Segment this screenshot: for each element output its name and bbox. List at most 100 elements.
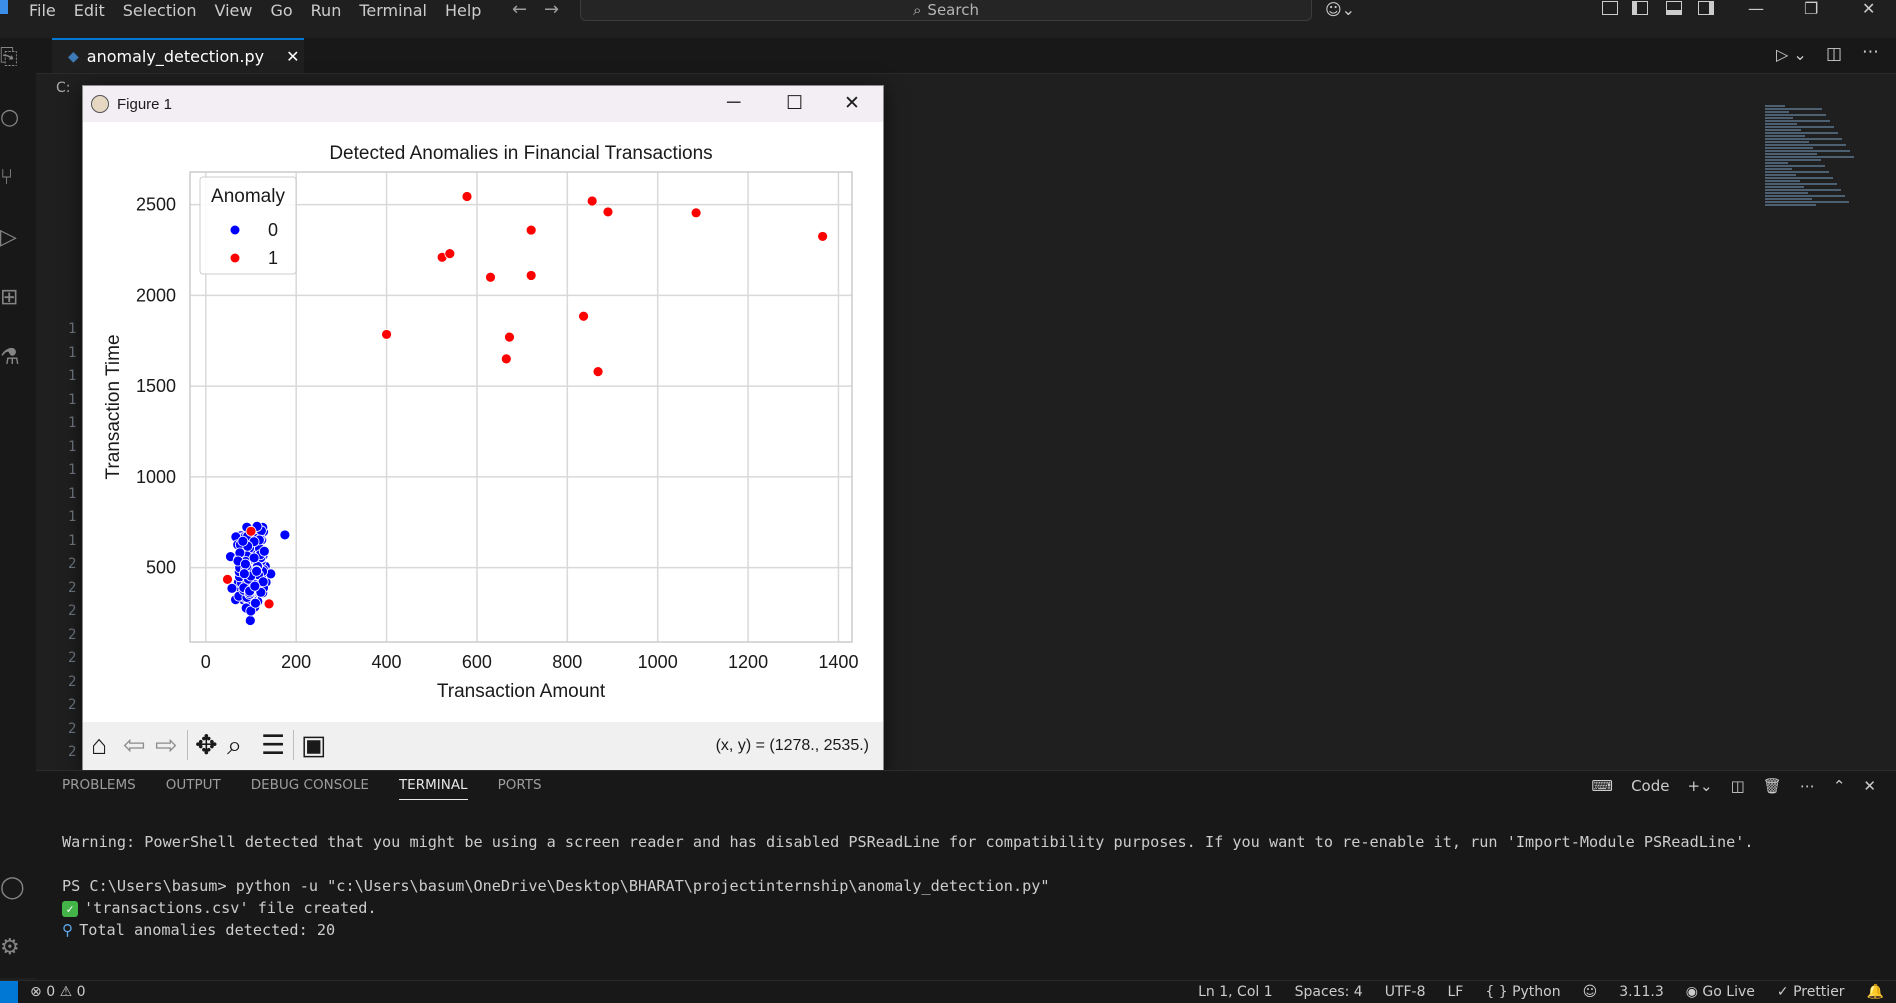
figure-minimize-icon[interactable]: ─ [727,92,741,113]
figure-close-icon[interactable]: ✕ [844,93,860,114]
run-debug-icon[interactable]: ▷ [0,225,17,250]
customize-layout-icon[interactable] [1602,1,1618,15]
configure-subplots-icon[interactable]: ☰ [261,730,286,760]
editor-tab-anomaly-detection[interactable]: ◆ anomaly_detection.py ✕ [52,38,304,73]
x-tick-label: 0 [201,652,211,672]
line-number: 1 [68,344,77,361]
data-point-anomaly [461,191,473,202]
close-window-icon[interactable]: ✕ [1862,0,1876,18]
data-point-anomaly [592,366,604,378]
copilot-icon[interactable]: ☺⌄ [1325,0,1356,19]
maximize-panel-icon[interactable]: ⌃ [1832,777,1846,795]
save-icon[interactable]: ▣ [301,730,327,760]
terminal-output[interactable]: Warning: PowerShell detected that you mi… [62,831,1754,941]
split-terminal-icon[interactable]: ◫ [1730,777,1745,795]
tab-output[interactable]: OUTPUT [165,777,221,793]
data-point-anomaly [525,270,537,281]
restore-icon[interactable]: ❐ [1804,0,1819,18]
tab-debug-console[interactable]: DEBUG CONSOLE [250,777,369,793]
accounts-icon[interactable]: ◯ [0,875,25,900]
search-view-icon[interactable]: ○ [0,105,20,130]
data-point-normal [257,576,269,588]
x-tick-label: 200 [281,652,311,672]
legend-label-0: 0 [268,220,278,240]
minimap-line [1765,138,1842,140]
menu-go[interactable]: Go [270,1,293,20]
breadcrumb[interactable]: C: [56,80,71,96]
data-point-anomaly [504,331,515,343]
notifications-bell-icon[interactable]: 🔔 [1866,984,1884,1000]
python-version[interactable]: 3.11.3 [1619,984,1664,1000]
figure-window[interactable]: Figure 1 ─ ☐ ✕ 0 200 400 600 800 1000 1200 1400… [82,85,884,771]
manage-gear-icon[interactable]: ⚙ [0,935,20,960]
data-point-anomaly [525,224,537,236]
minimap-line [1765,201,1849,203]
kill-terminal-icon[interactable]: 🗑 [1762,777,1782,795]
close-panel-icon[interactable]: ✕ [1863,777,1876,795]
minimap-line [1765,162,1788,164]
scatter-chart[interactable]: 0 200 400 600 800 1000 1200 1400 500 1000 1500 2000… [83,122,883,722]
menu-selection[interactable]: Selection [122,1,197,20]
language-mode[interactable]: { } Python [1485,984,1561,1000]
toggle-primary-sidebar-icon[interactable] [1632,1,1648,15]
back-icon[interactable]: ⇦ [123,730,146,760]
minimap-line [1765,186,1804,188]
check-mark-icon: ✓ [62,901,78,917]
line-number: 2 [68,720,77,737]
minimap-line [1765,189,1841,191]
end-of-line[interactable]: LF [1447,984,1464,1000]
run-python-file-icon[interactable]: ▷ ⌄ [1776,45,1807,64]
remote-indicator-icon[interactable] [0,981,18,1003]
tab-problems[interactable]: PROBLEMS [62,777,136,793]
tab-terminal[interactable]: TERMINAL [398,777,468,800]
home-icon[interactable]: ⌂ [91,730,108,760]
terminal-shell-label[interactable]: Code [1631,777,1670,795]
prettier[interactable]: ✓ Prettier [1776,984,1845,1000]
source-control-icon[interactable]: ⑂ [0,165,14,190]
more-actions-icon[interactable]: ⋯ [1862,42,1879,62]
indentation[interactable]: Spaces: 4 [1294,984,1363,1000]
toggle-secondary-sidebar-icon[interactable] [1698,1,1714,15]
data-point-normal [249,580,261,592]
menu-edit[interactable]: Edit [73,1,105,20]
minimize-icon[interactable]: — [1748,0,1764,18]
testing-icon[interactable]: ⚗ [0,345,20,370]
tab-ports[interactable]: PORTS [497,777,542,793]
back-arrow-icon[interactable]: ← [512,0,528,20]
minimap-line [1765,171,1829,173]
menu-run[interactable]: Run [310,1,342,20]
error-icon: ⊗ [30,984,42,1000]
split-editor-icon[interactable]: ◫ [1826,44,1843,64]
legend-label-1: 1 [268,248,278,268]
cursor-position[interactable]: Ln 1, Col 1 [1198,984,1273,1000]
menu-help[interactable]: Help [444,1,482,20]
copilot-status-icon[interactable]: ☺ [1582,984,1598,1000]
minimap-line [1765,132,1838,134]
figure-title-bar[interactable]: Figure 1 ─ ☐ ✕ [83,86,883,122]
encoding[interactable]: UTF-8 [1384,984,1426,1000]
forward-icon[interactable]: ⇨ [155,730,178,760]
menu-view[interactable]: View [214,1,253,20]
line-number: 1 [68,321,77,337]
explorer-icon[interactable]: ⎘ [0,45,18,70]
minimap[interactable] [1765,104,1855,234]
figure-maximize-icon[interactable]: ☐ [786,93,804,114]
forward-arrow-icon[interactable]: → [544,0,560,20]
close-tab-icon[interactable]: ✕ [286,47,300,66]
extensions-icon[interactable]: ⊞ [0,285,19,310]
go-live[interactable]: ◉ Go Live [1685,984,1755,1000]
menu-terminal[interactable]: Terminal [359,1,427,20]
problems-count[interactable]: ⊗ 0 ⚠ 0 [30,984,86,1000]
toggle-panel-icon[interactable] [1666,1,1682,15]
minimap-line [1765,117,1793,119]
line-number: 1 [68,509,77,525]
line-number: 1 [68,485,77,502]
command-center-search[interactable]: ⌕ Search [580,0,1312,21]
panel-more-icon[interactable]: ⋯ [1799,777,1815,795]
pan-icon[interactable]: ✥ [195,730,218,760]
minimap-line [1765,198,1812,200]
zoom-icon[interactable]: ⌕ [227,730,243,760]
new-terminal-icon[interactable]: +⌄ [1687,777,1713,795]
minimap-line [1765,129,1801,131]
menu-file[interactable]: File [29,1,56,20]
